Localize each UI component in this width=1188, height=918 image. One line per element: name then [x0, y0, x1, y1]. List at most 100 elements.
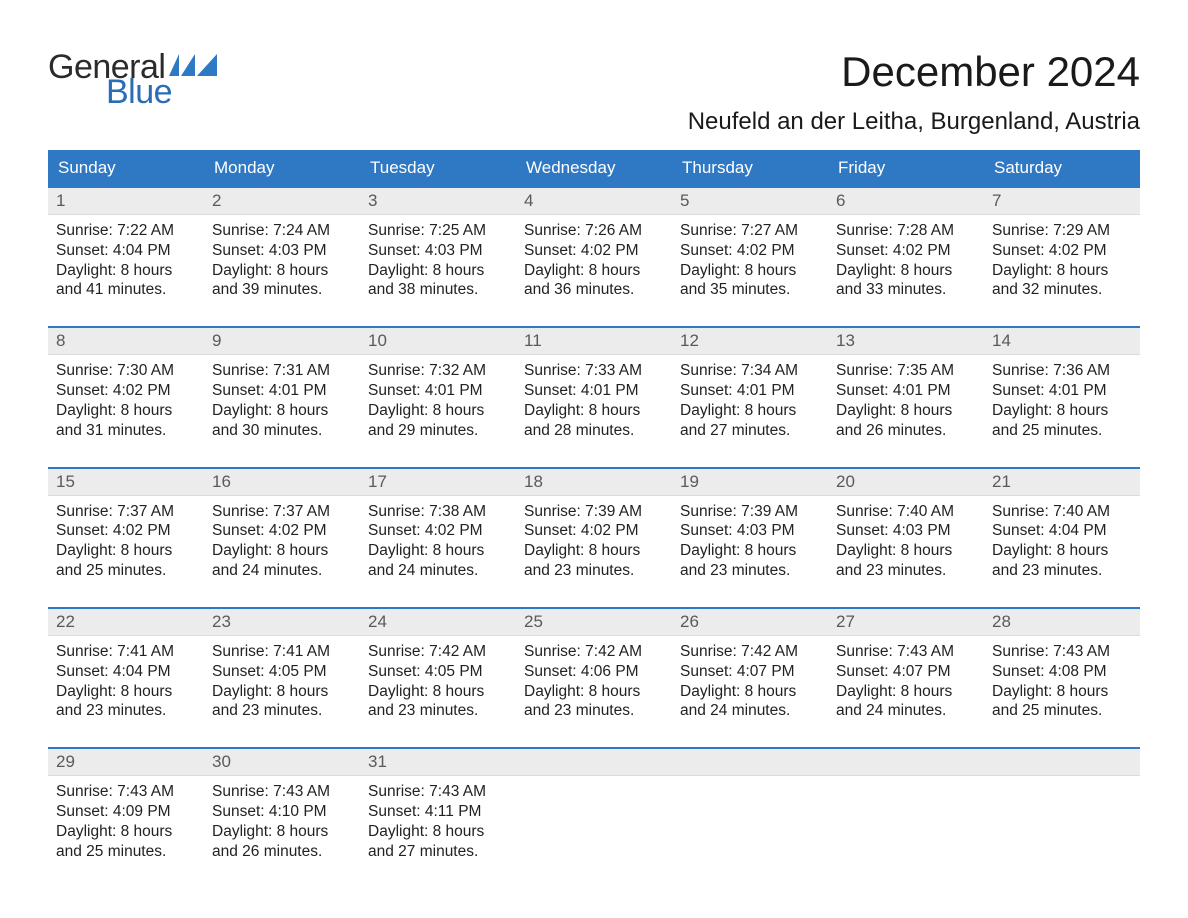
calendar-day: 4Sunrise: 7:26 AMSunset: 4:02 PMDaylight… [516, 188, 672, 308]
day-detail-line: Sunrise: 7:40 AM [836, 502, 976, 522]
day-detail-line: Sunset: 4:01 PM [836, 381, 976, 401]
calendar-day: 2Sunrise: 7:24 AMSunset: 4:03 PMDaylight… [204, 188, 360, 308]
day-number: 15 [48, 469, 204, 496]
day-detail-line: and 25 minutes. [992, 701, 1132, 721]
day-number: 28 [984, 609, 1140, 636]
day-number: 14 [984, 328, 1140, 355]
brand-logo: General Blue [48, 48, 217, 112]
day-detail-line: Daylight: 8 hours [368, 261, 508, 281]
day-number: 1 [48, 188, 204, 215]
calendar-week: 22Sunrise: 7:41 AMSunset: 4:04 PMDayligh… [48, 607, 1140, 729]
day-detail-line: Sunrise: 7:27 AM [680, 221, 820, 241]
day-detail-line: Sunrise: 7:42 AM [524, 642, 664, 662]
day-detail-line: Daylight: 8 hours [56, 682, 196, 702]
day-number: 31 [360, 749, 516, 776]
day-detail-line: Sunrise: 7:22 AM [56, 221, 196, 241]
calendar-day: 6Sunrise: 7:28 AMSunset: 4:02 PMDaylight… [828, 188, 984, 308]
calendar-day: 18Sunrise: 7:39 AMSunset: 4:02 PMDayligh… [516, 469, 672, 589]
day-detail-line: Daylight: 8 hours [212, 822, 352, 842]
calendar-day: 30Sunrise: 7:43 AMSunset: 4:10 PMDayligh… [204, 749, 360, 869]
day-detail-line: Daylight: 8 hours [368, 682, 508, 702]
day-number: 25 [516, 609, 672, 636]
day-detail-line: Daylight: 8 hours [836, 541, 976, 561]
day-number: 9 [204, 328, 360, 355]
calendar-week: 29Sunrise: 7:43 AMSunset: 4:09 PMDayligh… [48, 747, 1140, 869]
day-details: Sunrise: 7:27 AMSunset: 4:02 PMDaylight:… [672, 215, 828, 300]
day-detail-line: Sunset: 4:02 PM [56, 381, 196, 401]
calendar-week: 8Sunrise: 7:30 AMSunset: 4:02 PMDaylight… [48, 326, 1140, 448]
day-details: Sunrise: 7:32 AMSunset: 4:01 PMDaylight:… [360, 355, 516, 440]
day-detail-line: and 25 minutes. [992, 421, 1132, 441]
day-detail-line: Sunrise: 7:33 AM [524, 361, 664, 381]
day-details: Sunrise: 7:40 AMSunset: 4:04 PMDaylight:… [984, 496, 1140, 581]
day-details: Sunrise: 7:28 AMSunset: 4:02 PMDaylight:… [828, 215, 984, 300]
day-detail-line: Daylight: 8 hours [836, 682, 976, 702]
day-details: Sunrise: 7:39 AMSunset: 4:03 PMDaylight:… [672, 496, 828, 581]
day-detail-line: Daylight: 8 hours [524, 682, 664, 702]
calendar-day: 8Sunrise: 7:30 AMSunset: 4:02 PMDaylight… [48, 328, 204, 448]
calendar-day: 7Sunrise: 7:29 AMSunset: 4:02 PMDaylight… [984, 188, 1140, 308]
day-detail-line: and 36 minutes. [524, 280, 664, 300]
day-detail-line: and 30 minutes. [212, 421, 352, 441]
day-detail-line: Sunrise: 7:43 AM [56, 782, 196, 802]
day-details: Sunrise: 7:43 AMSunset: 4:07 PMDaylight:… [828, 636, 984, 721]
day-details: Sunrise: 7:22 AMSunset: 4:04 PMDaylight:… [48, 215, 204, 300]
calendar-day: 23Sunrise: 7:41 AMSunset: 4:05 PMDayligh… [204, 609, 360, 729]
day-detail-line: Sunrise: 7:38 AM [368, 502, 508, 522]
day-details: Sunrise: 7:43 AMSunset: 4:11 PMDaylight:… [360, 776, 516, 861]
day-detail-line: Daylight: 8 hours [212, 261, 352, 281]
calendar-day: 24Sunrise: 7:42 AMSunset: 4:05 PMDayligh… [360, 609, 516, 729]
day-number: 8 [48, 328, 204, 355]
day-detail-line: Sunset: 4:08 PM [992, 662, 1132, 682]
day-detail-line: Daylight: 8 hours [524, 401, 664, 421]
day-detail-line: Daylight: 8 hours [368, 541, 508, 561]
day-detail-line: Sunset: 4:02 PM [56, 521, 196, 541]
day-details: Sunrise: 7:42 AMSunset: 4:06 PMDaylight:… [516, 636, 672, 721]
day-details: Sunrise: 7:33 AMSunset: 4:01 PMDaylight:… [516, 355, 672, 440]
day-number [828, 749, 984, 776]
calendar-day: 16Sunrise: 7:37 AMSunset: 4:02 PMDayligh… [204, 469, 360, 589]
calendar-day: 29Sunrise: 7:43 AMSunset: 4:09 PMDayligh… [48, 749, 204, 869]
calendar-day: 31Sunrise: 7:43 AMSunset: 4:11 PMDayligh… [360, 749, 516, 869]
day-detail-line: Sunset: 4:02 PM [368, 521, 508, 541]
calendar-day: 9Sunrise: 7:31 AMSunset: 4:01 PMDaylight… [204, 328, 360, 448]
day-details: Sunrise: 7:26 AMSunset: 4:02 PMDaylight:… [516, 215, 672, 300]
calendar-day [984, 749, 1140, 869]
weekday-header: Sunday [48, 150, 204, 186]
day-detail-line: Sunrise: 7:35 AM [836, 361, 976, 381]
day-detail-line: and 24 minutes. [680, 701, 820, 721]
day-detail-line: Sunset: 4:02 PM [524, 521, 664, 541]
day-detail-line: Sunrise: 7:25 AM [368, 221, 508, 241]
calendar-week: 1Sunrise: 7:22 AMSunset: 4:04 PMDaylight… [48, 186, 1140, 308]
day-detail-line: Daylight: 8 hours [680, 401, 820, 421]
day-detail-line: Sunset: 4:07 PM [836, 662, 976, 682]
day-detail-line: and 39 minutes. [212, 280, 352, 300]
weekday-header: Thursday [672, 150, 828, 186]
day-detail-line: Daylight: 8 hours [212, 401, 352, 421]
weekday-header: Tuesday [360, 150, 516, 186]
day-detail-line: Sunset: 4:03 PM [212, 241, 352, 261]
day-detail-line: Daylight: 8 hours [680, 541, 820, 561]
day-detail-line: Sunrise: 7:30 AM [56, 361, 196, 381]
day-detail-line: Daylight: 8 hours [680, 682, 820, 702]
day-detail-line: Sunset: 4:04 PM [992, 521, 1132, 541]
day-detail-line: Sunset: 4:02 PM [680, 241, 820, 261]
day-detail-line: Sunset: 4:01 PM [992, 381, 1132, 401]
day-details: Sunrise: 7:36 AMSunset: 4:01 PMDaylight:… [984, 355, 1140, 440]
day-detail-line: Sunrise: 7:39 AM [680, 502, 820, 522]
day-details: Sunrise: 7:25 AMSunset: 4:03 PMDaylight:… [360, 215, 516, 300]
day-number: 2 [204, 188, 360, 215]
day-detail-line: Daylight: 8 hours [212, 541, 352, 561]
day-details: Sunrise: 7:30 AMSunset: 4:02 PMDaylight:… [48, 355, 204, 440]
calendar-day: 15Sunrise: 7:37 AMSunset: 4:02 PMDayligh… [48, 469, 204, 589]
day-number: 13 [828, 328, 984, 355]
weekday-header: Monday [204, 150, 360, 186]
day-number: 12 [672, 328, 828, 355]
day-detail-line: Sunrise: 7:43 AM [212, 782, 352, 802]
day-detail-line: and 23 minutes. [212, 701, 352, 721]
day-detail-line: and 41 minutes. [56, 280, 196, 300]
calendar-day: 5Sunrise: 7:27 AMSunset: 4:02 PMDaylight… [672, 188, 828, 308]
day-number: 23 [204, 609, 360, 636]
calendar-day [828, 749, 984, 869]
day-number: 19 [672, 469, 828, 496]
